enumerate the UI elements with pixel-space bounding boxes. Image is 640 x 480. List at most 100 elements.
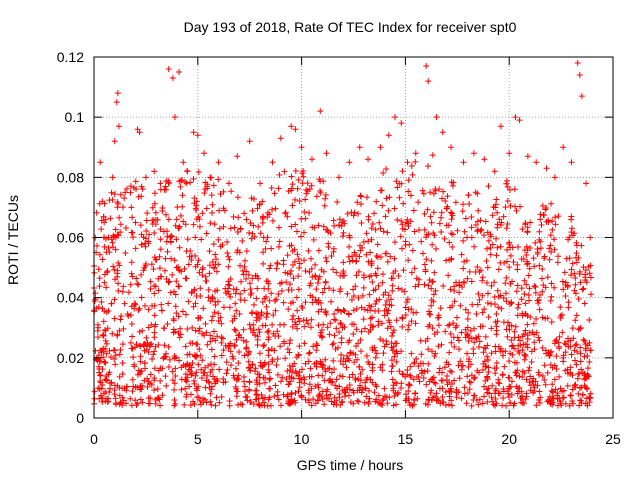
data-point <box>538 221 545 228</box>
data-point <box>346 337 353 344</box>
data-point <box>500 295 507 302</box>
data-point <box>461 390 468 397</box>
data-point <box>334 198 341 205</box>
data-point <box>212 337 219 344</box>
data-point <box>337 372 343 379</box>
data-point <box>472 269 479 276</box>
data-point <box>265 327 272 334</box>
data-point <box>430 230 437 237</box>
data-point <box>238 278 245 285</box>
data-point <box>312 273 319 280</box>
data-point <box>386 394 393 401</box>
data-point <box>300 167 307 174</box>
data-point <box>530 389 537 396</box>
data-point <box>352 375 359 382</box>
data-point <box>525 291 532 298</box>
data-point <box>133 275 140 282</box>
data-point <box>377 364 384 371</box>
data-point <box>389 287 396 294</box>
data-point <box>372 270 379 277</box>
data-point <box>466 378 473 385</box>
data-point <box>123 383 130 390</box>
data-point <box>138 231 145 238</box>
data-point <box>556 333 563 340</box>
data-point <box>204 372 211 379</box>
data-point <box>127 183 134 190</box>
data-point <box>403 395 410 402</box>
data-point <box>192 327 199 334</box>
data-point <box>581 337 588 344</box>
data-point <box>300 374 307 381</box>
data-point <box>364 194 371 201</box>
data-point <box>183 180 190 187</box>
data-point <box>474 190 481 197</box>
data-point <box>225 278 232 285</box>
data-point <box>207 332 214 339</box>
data-point <box>196 346 203 353</box>
data-point <box>475 344 482 351</box>
data-point <box>207 390 214 397</box>
data-point <box>245 358 252 365</box>
data-point <box>232 327 239 334</box>
data-point <box>157 236 164 243</box>
data-point <box>248 310 255 317</box>
data-point <box>415 281 422 288</box>
data-point <box>175 263 182 270</box>
data-point <box>555 253 562 260</box>
data-point <box>525 272 532 279</box>
data-point <box>148 340 155 347</box>
data-point <box>531 282 538 289</box>
data-point <box>169 377 176 384</box>
data-point <box>511 400 518 407</box>
data-point <box>275 243 282 250</box>
data-point <box>206 270 213 277</box>
data-point <box>106 197 113 204</box>
data-point <box>358 328 365 335</box>
data-point <box>366 291 373 298</box>
data-point <box>485 237 492 244</box>
data-point <box>583 279 590 286</box>
data-point <box>181 265 188 272</box>
data-point <box>139 185 146 192</box>
data-point <box>522 311 529 318</box>
data-point <box>336 329 343 336</box>
data-point <box>436 385 443 392</box>
data-point <box>533 402 540 409</box>
data-point <box>348 296 355 303</box>
data-point <box>207 298 214 305</box>
data-point <box>251 368 258 375</box>
data-point <box>429 325 436 332</box>
data-point <box>253 314 260 321</box>
data-point <box>123 225 130 232</box>
data-point <box>398 286 405 293</box>
data-point <box>428 285 435 292</box>
data-point <box>269 321 276 328</box>
data-point <box>223 359 230 366</box>
data-point <box>289 316 296 323</box>
data-point <box>375 307 382 314</box>
data-point <box>308 182 315 189</box>
y-tick-label: 0.08 <box>57 169 84 185</box>
data-point <box>480 232 487 239</box>
data-point <box>263 303 270 310</box>
data-point <box>317 178 324 185</box>
data-point <box>224 238 231 245</box>
data-point <box>419 187 426 194</box>
data-point <box>161 325 168 332</box>
data-point <box>523 341 530 348</box>
data-point <box>127 395 134 402</box>
data-point <box>296 260 303 267</box>
data-point <box>346 374 353 381</box>
data-point <box>166 278 173 285</box>
data-point <box>254 205 261 212</box>
data-point <box>346 159 353 166</box>
data-point <box>484 398 491 405</box>
data-point <box>479 292 486 299</box>
data-point <box>103 309 110 316</box>
data-point <box>396 180 403 187</box>
data-point <box>487 231 494 238</box>
data-point <box>264 329 271 336</box>
data-point <box>131 363 138 370</box>
data-point <box>275 291 282 298</box>
data-point <box>205 286 212 293</box>
